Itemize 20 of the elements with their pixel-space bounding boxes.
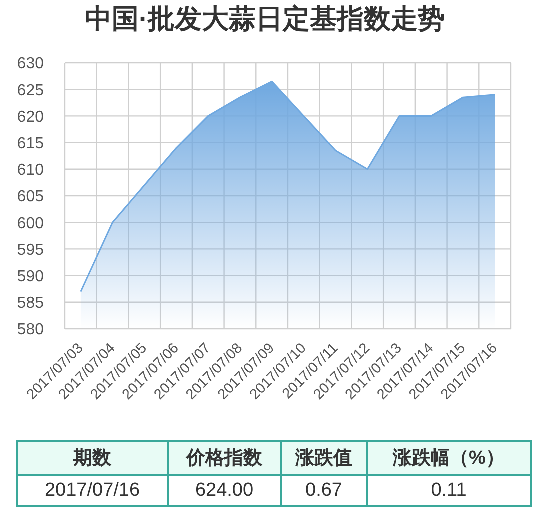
y-tick-label: 625 xyxy=(17,82,44,100)
y-tick-label: 630 xyxy=(17,56,44,73)
text: 2017/07/16 xyxy=(17,475,168,506)
text: 0.11 xyxy=(367,475,531,506)
category-label: 期数 xyxy=(17,441,168,475)
category-label: 涨跌幅（%） xyxy=(367,441,531,475)
y-tick-label: 590 xyxy=(17,268,44,286)
y-tick-label: 585 xyxy=(17,295,44,312)
category-label: 涨跌值 xyxy=(281,441,367,475)
y-tick-label: 615 xyxy=(17,135,44,152)
y-tick-label: 620 xyxy=(17,108,44,126)
chart-title: 中国·批发大蒜日定基指数走势 xyxy=(84,3,446,36)
text: 0.67 xyxy=(281,475,367,506)
y-tick-label: 610 xyxy=(17,162,44,180)
y-tick-label: 580 xyxy=(17,322,44,339)
y-tick-label: 595 xyxy=(17,242,44,259)
y-tick-label: 605 xyxy=(17,188,44,206)
text: 624.00 xyxy=(168,475,281,506)
category-label: 价格指数 xyxy=(168,441,281,475)
y-tick-label: 600 xyxy=(17,215,44,232)
